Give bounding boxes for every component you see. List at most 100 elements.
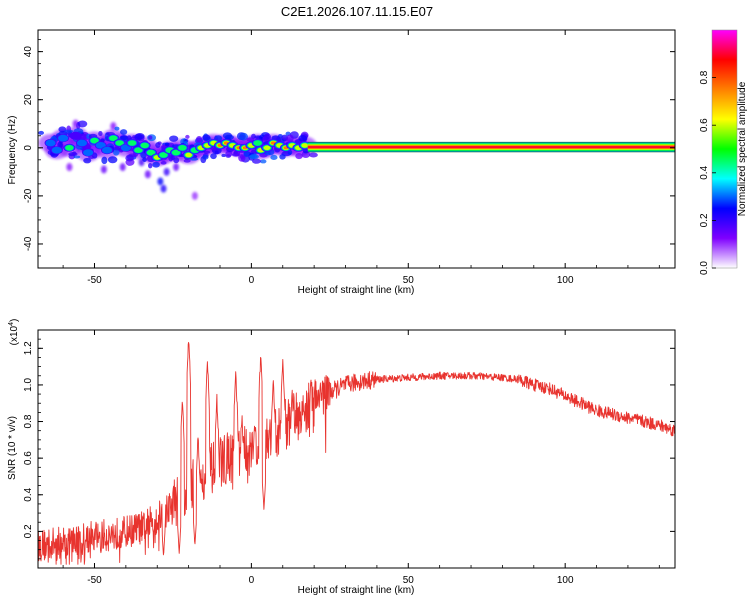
spectrogram-speckle — [68, 152, 78, 157]
snr-x-ticks: -50 0 50 100 — [62, 330, 660, 586]
figure-title: C2E1.2026.107.11.15.E07 — [281, 4, 433, 19]
spectrogram-speckle — [169, 135, 179, 142]
spectrogram-speckle — [270, 154, 278, 160]
spectrogram-blob — [83, 149, 94, 157]
spectrogram-speckle — [101, 156, 108, 165]
x-tick-label: 100 — [557, 275, 574, 286]
snr-y-multiplier-close: ) — [9, 319, 20, 322]
y-tick-label: -20 — [23, 188, 34, 203]
y-tick-label: 40 — [23, 46, 34, 58]
snr-y-axis-label: SNR (10 * v/v) — [7, 416, 18, 480]
spectrogram-blob — [69, 131, 82, 140]
colorbar-frame — [711, 29, 738, 269]
x-tick-label: -50 — [87, 275, 102, 286]
colorbar: 0.0 0.2 0.4 0.6 0.8 Normalized spectral ampl… — [699, 29, 748, 275]
y-tick-label: 0.2 — [23, 524, 34, 538]
y-tick-label: 1.2 — [23, 341, 34, 355]
spectrogram-speckle — [309, 152, 318, 158]
spectrogram-panel: -50 0 50 100 -40 -20 0 20 40 Height of straight… — [7, 29, 676, 296]
spectrogram-speckle — [107, 156, 118, 164]
spectrogram-speckle — [157, 141, 162, 145]
spectrogram-trace — [66, 163, 73, 172]
spectrogram-speckle — [298, 135, 308, 142]
spectrogram-blob — [109, 135, 118, 141]
spectrogram-speckle — [214, 150, 219, 155]
spectrogram-speckle — [185, 134, 190, 139]
y-tick-label: 20 — [23, 94, 34, 106]
spectrogram-speckle — [302, 148, 309, 154]
spectrogram-speckle — [160, 161, 167, 165]
spectrogram-speckle — [173, 157, 180, 164]
spectrogram-marks — [38, 119, 675, 200]
spectrogram-blob — [146, 149, 156, 156]
spectrogram-blob — [90, 137, 99, 144]
spectrogram-speckle — [222, 132, 233, 139]
spectrogram-speckle — [210, 153, 217, 160]
snr-y-multiplier-base: (x10 — [9, 325, 20, 345]
spectrogram-speckle — [239, 154, 245, 160]
colorbar-tick-label: 0.4 — [699, 165, 710, 179]
x-tick-label: 0 — [249, 275, 255, 286]
spectrogram-blob — [178, 144, 187, 151]
spectrogram-blob — [159, 152, 168, 158]
spectrogram-trace — [144, 170, 151, 179]
spectrogram-frame — [37, 29, 676, 269]
colorbar-ramp — [712, 30, 737, 268]
spectrogram-speckle — [38, 130, 45, 135]
spectrogram-speckle — [152, 161, 160, 168]
snr-line — [38, 341, 675, 565]
x-tick-label: 50 — [403, 275, 415, 286]
spectrogram-speckle — [142, 157, 147, 162]
spectrogram-speckle — [100, 138, 105, 143]
spectrogram-speckle — [164, 142, 170, 147]
spectrogram-speckle — [119, 129, 128, 136]
spectrogram-speckle — [202, 134, 211, 141]
spectrogram-speckle — [114, 126, 120, 131]
spectrogram-trace — [160, 184, 167, 193]
spectrogram-speckle — [239, 132, 249, 141]
snr-y-multiplier: (x104) — [8, 319, 20, 346]
spectrogram-trace — [173, 163, 180, 172]
spectrogram-speckle — [225, 150, 233, 157]
spectrogram-blob — [101, 146, 113, 154]
spectrogram-speckle — [246, 137, 255, 142]
spectrogram-blob — [253, 140, 262, 146]
spectrogram-speckle — [252, 158, 261, 164]
colorbar-ticks: 0.0 0.2 0.4 0.6 0.8 — [699, 70, 716, 275]
colorbar-tick-label: 0.8 — [699, 70, 710, 84]
spectrogram-blob — [65, 144, 74, 151]
spectrogram-trace — [163, 167, 170, 176]
spectrogram-blob — [301, 143, 309, 148]
spectrogram-speckle — [148, 163, 153, 169]
spectrogram-blob — [127, 140, 137, 146]
spectrogram-speckle — [243, 150, 250, 158]
spectrogram-y-ticks: -40 -20 0 20 40 — [23, 39, 675, 269]
spectrogram-blob — [115, 140, 124, 146]
spectrogram-blob — [76, 139, 88, 147]
spectrogram-speckle — [195, 136, 203, 143]
snr-panel: -50 0 50 100 0.2 0.4 0.6 0.8 1.0 1.2 Height of s… — [7, 319, 676, 596]
spectrogram-speckle — [259, 159, 267, 164]
spectrogram-speckle — [249, 154, 259, 160]
snr-x-axis-label: Height of straight line (km) — [298, 585, 415, 596]
spectrogram-speckle — [73, 155, 81, 159]
spectrogram-speckle — [183, 159, 191, 163]
y-tick-label: 0 — [23, 145, 34, 151]
spectrogram-speckle — [221, 153, 226, 158]
spectrogram-speckle — [83, 157, 92, 164]
snr-y-multiplier-exponent: 4 — [8, 322, 15, 326]
x-tick-label: 0 — [249, 575, 255, 586]
spectrogram-x-axis-label: Height of straight line (km) — [298, 285, 415, 296]
y-tick-label: 0.8 — [23, 414, 34, 428]
spectrogram-x-ticks: -50 0 50 100 — [62, 30, 660, 286]
x-tick-label: -50 — [87, 575, 102, 586]
spectrogram-speckle — [64, 129, 74, 133]
spectrogram-blob — [171, 149, 181, 156]
spectrogram-trace — [157, 177, 164, 186]
spectrogram-speckle — [120, 134, 128, 141]
spectrogram-blob — [140, 142, 149, 149]
spectrogram-speckle — [98, 130, 103, 137]
spectrogram-blob — [58, 134, 69, 142]
x-tick-label: 100 — [557, 575, 574, 586]
